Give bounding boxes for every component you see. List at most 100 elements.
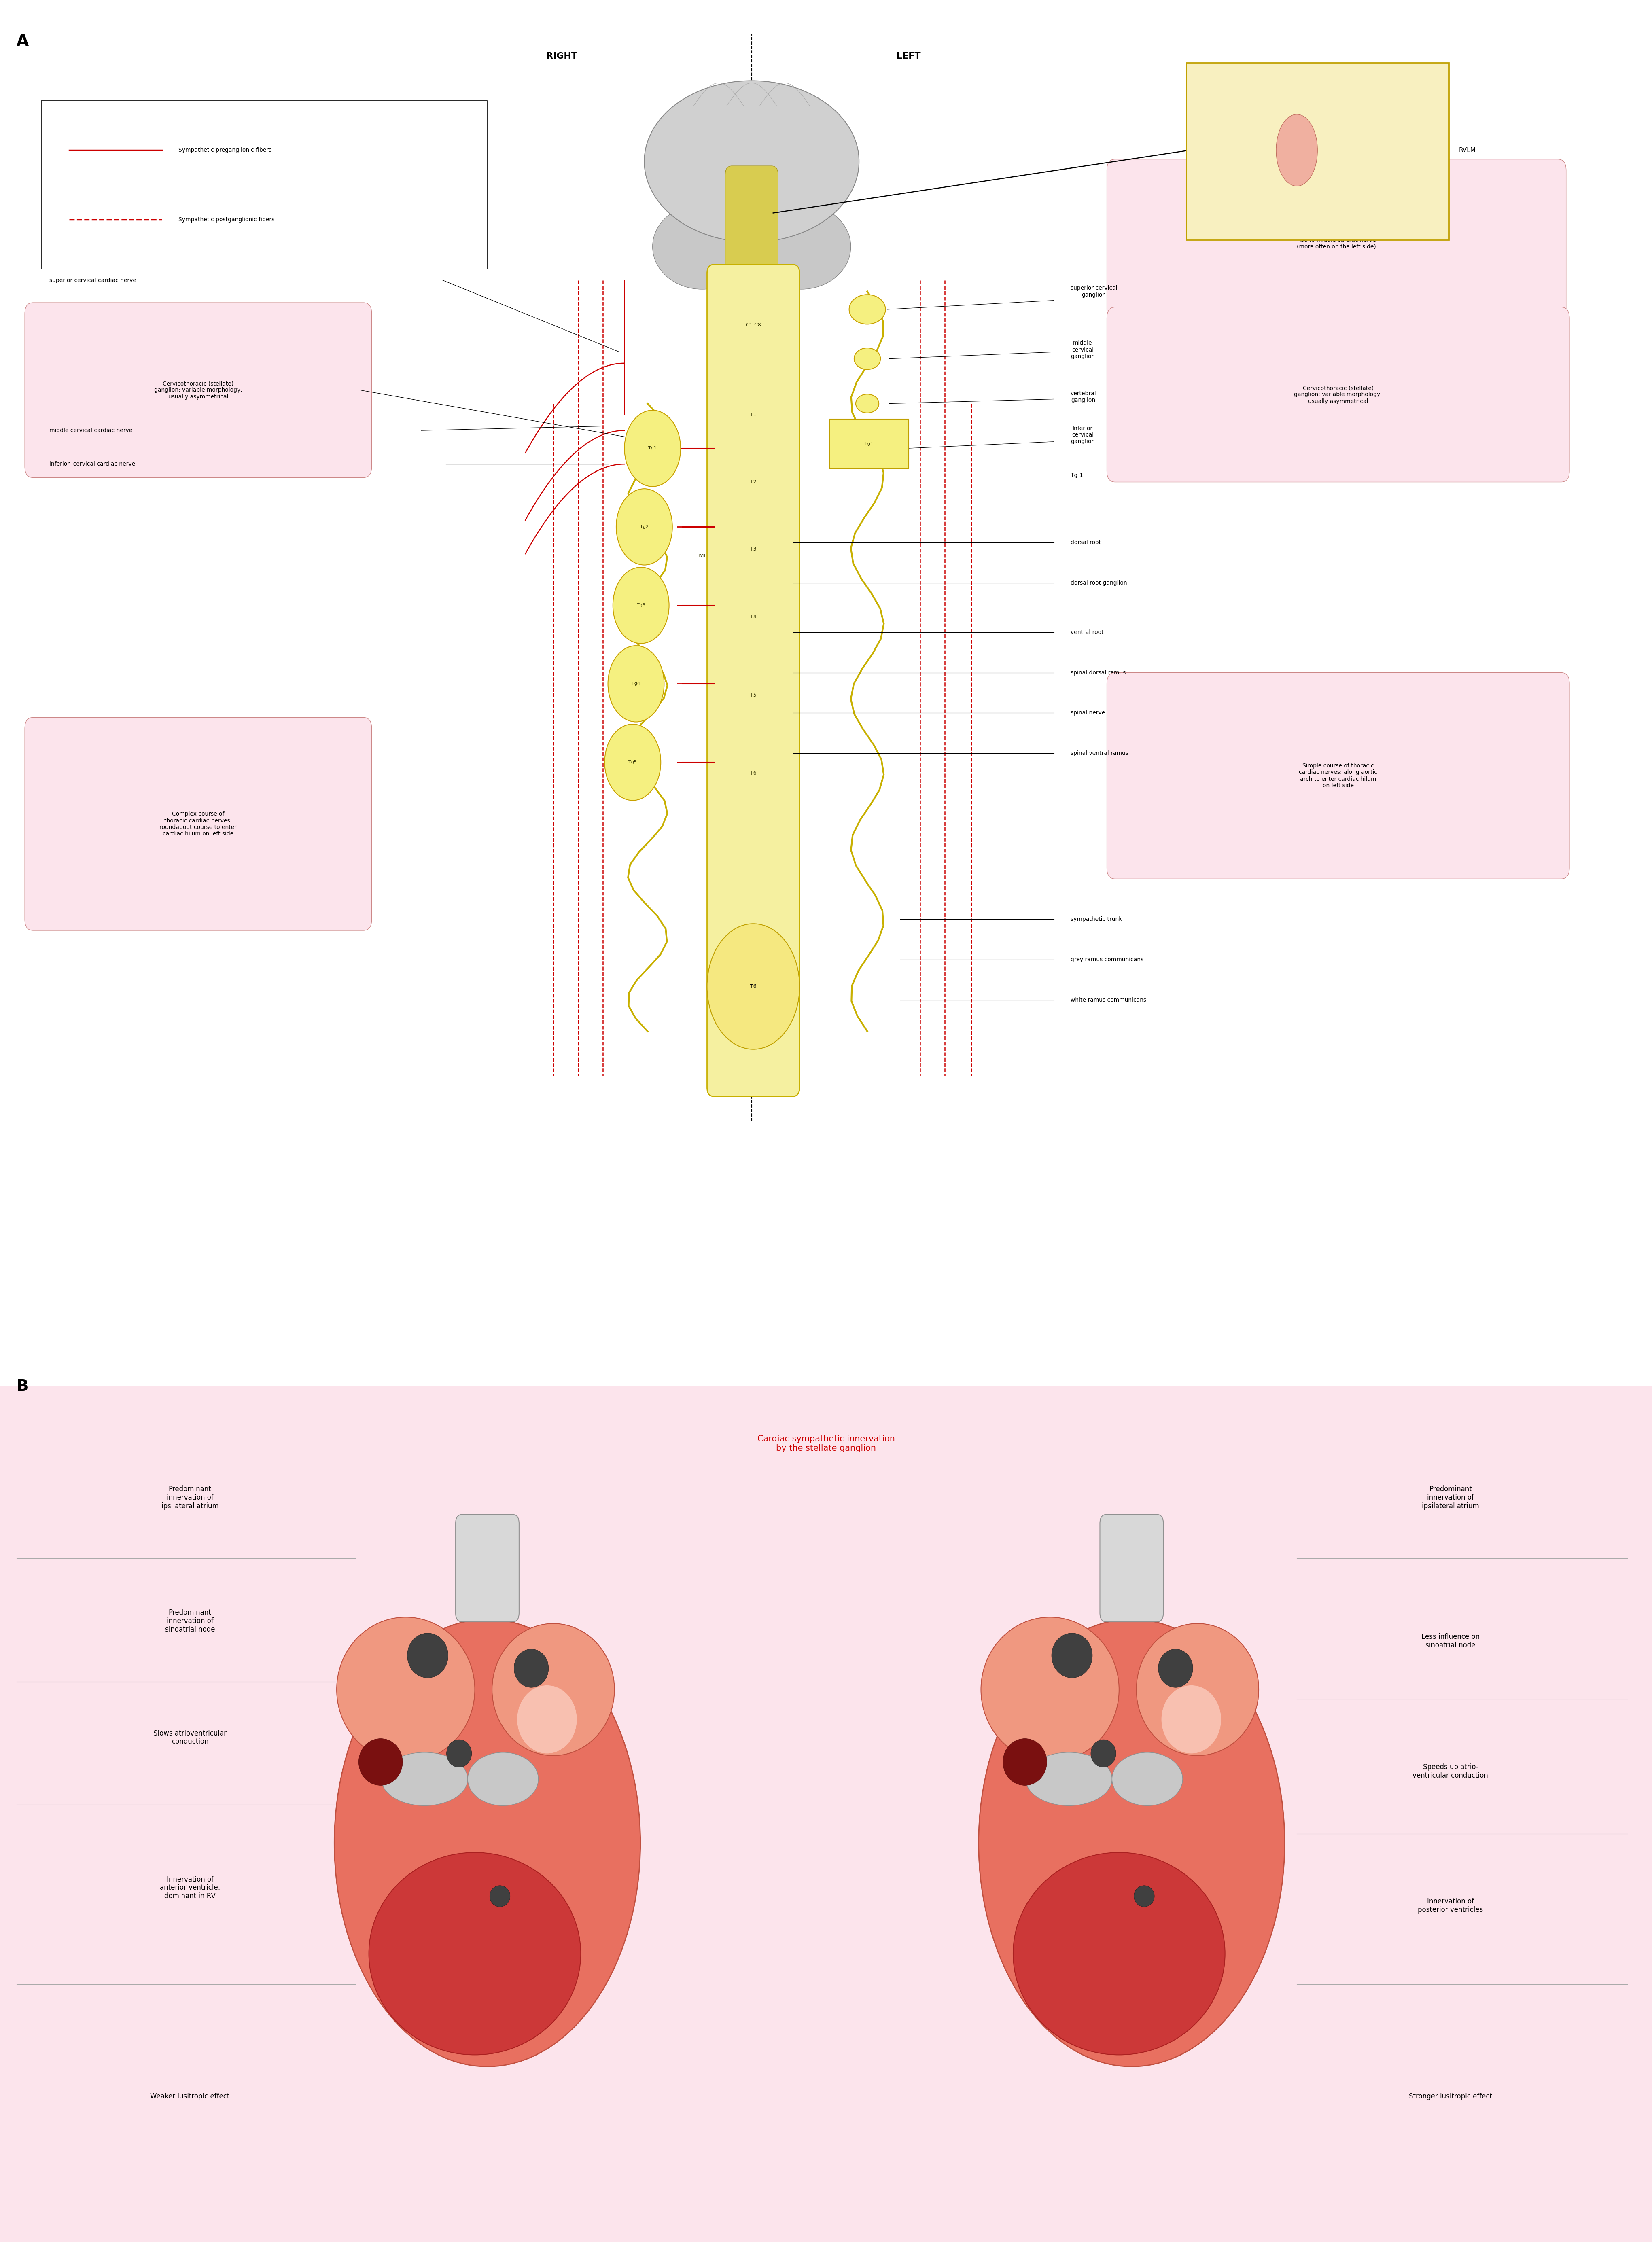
Ellipse shape bbox=[334, 1619, 641, 2067]
FancyBboxPatch shape bbox=[25, 717, 372, 930]
Ellipse shape bbox=[1161, 1686, 1221, 1753]
Ellipse shape bbox=[644, 81, 859, 242]
Text: T1: T1 bbox=[750, 413, 757, 417]
Text: T6: T6 bbox=[750, 984, 757, 989]
Circle shape bbox=[707, 924, 800, 1049]
Text: Tg5: Tg5 bbox=[628, 760, 638, 765]
Text: B: B bbox=[17, 1379, 28, 1395]
Ellipse shape bbox=[1052, 1632, 1092, 1677]
Ellipse shape bbox=[468, 1753, 539, 1805]
Ellipse shape bbox=[382, 1753, 468, 1805]
Text: Predominant
innervation of
ipsilateral atrium: Predominant innervation of ipsilateral a… bbox=[162, 1486, 218, 1509]
Text: Tg3: Tg3 bbox=[636, 603, 646, 608]
Text: middle cervical cardiac nerve: middle cervical cardiac nerve bbox=[50, 428, 132, 433]
Text: Sympathetic preganglionic fibers: Sympathetic preganglionic fibers bbox=[178, 148, 271, 152]
Ellipse shape bbox=[1090, 1740, 1117, 1767]
Text: RVLM: RVLM bbox=[1459, 148, 1475, 152]
Text: IML: IML bbox=[699, 554, 707, 558]
Ellipse shape bbox=[978, 1619, 1285, 2067]
FancyBboxPatch shape bbox=[456, 1516, 519, 1621]
Text: Cervicothoracic (stellate)
ganglion: variable morphology,
usually asymmetrical: Cervicothoracic (stellate) ganglion: var… bbox=[1294, 386, 1383, 404]
Text: vertebral
ganglion: vertebral ganglion bbox=[1070, 390, 1097, 404]
Text: T3: T3 bbox=[750, 547, 757, 552]
Text: inferior  cervical cardiac nerve: inferior cervical cardiac nerve bbox=[50, 462, 135, 466]
Ellipse shape bbox=[368, 1852, 582, 2056]
Text: C1-C8: C1-C8 bbox=[745, 323, 762, 327]
Text: superior cervical cardiac nerve: superior cervical cardiac nerve bbox=[50, 278, 137, 282]
Ellipse shape bbox=[981, 1616, 1118, 1762]
Text: LEFT: LEFT bbox=[897, 52, 920, 61]
FancyBboxPatch shape bbox=[41, 101, 487, 269]
FancyBboxPatch shape bbox=[707, 265, 800, 1096]
Text: Weaker lusitropic effect: Weaker lusitropic effect bbox=[150, 2092, 230, 2101]
Text: spinal nerve: spinal nerve bbox=[1070, 711, 1105, 715]
Ellipse shape bbox=[514, 1650, 548, 1688]
Text: Simple course of thoracic
cardiac nerves: along aortic
arch to enter cardiac hil: Simple course of thoracic cardiac nerves… bbox=[1298, 762, 1378, 789]
FancyBboxPatch shape bbox=[1107, 159, 1566, 321]
FancyBboxPatch shape bbox=[1100, 1516, 1163, 1621]
Ellipse shape bbox=[1112, 1753, 1183, 1805]
Ellipse shape bbox=[517, 1686, 577, 1753]
Ellipse shape bbox=[1026, 1753, 1112, 1805]
Text: dorsal root ganglion: dorsal root ganglion bbox=[1070, 581, 1127, 585]
Ellipse shape bbox=[1003, 1738, 1047, 1785]
Text: Less influence on
sinoatrial node: Less influence on sinoatrial node bbox=[1421, 1632, 1480, 1650]
Text: Sympathetic postganglionic fibers: Sympathetic postganglionic fibers bbox=[178, 217, 274, 222]
FancyBboxPatch shape bbox=[1186, 63, 1449, 240]
Text: spinal dorsal ramus: spinal dorsal ramus bbox=[1070, 670, 1125, 675]
Text: Cervicothoracic (stellate)
ganglion: variable morphology,
usually asymmetrical: Cervicothoracic (stellate) ganglion: var… bbox=[154, 381, 243, 399]
Ellipse shape bbox=[489, 1886, 510, 1906]
Ellipse shape bbox=[337, 1616, 474, 1762]
Text: Predominant
innervation of
sinoatrial node: Predominant innervation of sinoatrial no… bbox=[165, 1610, 215, 1632]
Text: Ansa sublavia: may give
rise to middle cardiac nerve
(more often on the left sid: Ansa sublavia: may give rise to middle c… bbox=[1297, 231, 1376, 249]
Text: dorsal root: dorsal root bbox=[1070, 540, 1100, 545]
Text: Speeds up atrio-
ventricular conduction: Speeds up atrio- ventricular conduction bbox=[1412, 1762, 1488, 1780]
Text: Inferior
cervical
ganglion: Inferior cervical ganglion bbox=[1070, 426, 1095, 444]
Text: T4: T4 bbox=[750, 614, 757, 619]
Text: Cardiac sympathetic innervation
by the stellate ganglion: Cardiac sympathetic innervation by the s… bbox=[757, 1435, 895, 1453]
Bar bbox=[0, 1386, 1652, 2242]
Ellipse shape bbox=[854, 348, 881, 370]
Text: T6: T6 bbox=[750, 771, 757, 776]
Text: ventral root: ventral root bbox=[1070, 630, 1104, 634]
Ellipse shape bbox=[1158, 1650, 1193, 1688]
Text: Tg1: Tg1 bbox=[864, 442, 874, 446]
Text: grey ramus communicans: grey ramus communicans bbox=[1070, 957, 1143, 962]
Ellipse shape bbox=[843, 428, 892, 469]
Ellipse shape bbox=[1013, 1852, 1226, 2056]
FancyBboxPatch shape bbox=[725, 166, 778, 282]
Circle shape bbox=[605, 724, 661, 800]
FancyBboxPatch shape bbox=[1107, 673, 1569, 879]
Ellipse shape bbox=[446, 1740, 472, 1767]
Circle shape bbox=[613, 567, 669, 643]
Ellipse shape bbox=[856, 395, 879, 413]
Text: T5: T5 bbox=[750, 693, 757, 697]
Text: Innervation of
posterior ventricles: Innervation of posterior ventricles bbox=[1417, 1897, 1483, 1915]
Circle shape bbox=[624, 410, 681, 487]
Text: Tg1: Tg1 bbox=[648, 446, 657, 451]
Text: Slows atrioventricular
conduction: Slows atrioventricular conduction bbox=[154, 1729, 226, 1747]
Text: Tg 1: Tg 1 bbox=[1070, 473, 1084, 478]
Ellipse shape bbox=[752, 204, 851, 289]
Text: white ramus communicans: white ramus communicans bbox=[1070, 998, 1146, 1002]
Text: sympathetic trunk: sympathetic trunk bbox=[1070, 917, 1122, 921]
Text: Tg2: Tg2 bbox=[639, 525, 649, 529]
Text: middle
cervical
ganglion: middle cervical ganglion bbox=[1070, 341, 1095, 359]
Text: RIGHT: RIGHT bbox=[547, 52, 577, 61]
Ellipse shape bbox=[849, 294, 885, 325]
Ellipse shape bbox=[358, 1738, 403, 1785]
Ellipse shape bbox=[1137, 1623, 1259, 1755]
Text: Complex course of
thoracic cardiac nerves:
roundabout course to enter
cardiac hi: Complex course of thoracic cardiac nerve… bbox=[160, 812, 236, 836]
FancyBboxPatch shape bbox=[1107, 307, 1569, 482]
FancyBboxPatch shape bbox=[829, 419, 909, 469]
Text: Innervation of
anterior ventricle,
dominant in RV: Innervation of anterior ventricle, domin… bbox=[160, 1877, 220, 1899]
Circle shape bbox=[616, 489, 672, 565]
Text: Stronger lusitropic effect: Stronger lusitropic effect bbox=[1409, 2092, 1492, 2101]
Ellipse shape bbox=[492, 1623, 615, 1755]
Ellipse shape bbox=[1275, 114, 1317, 186]
Text: superior cervical
ganglion: superior cervical ganglion bbox=[1070, 285, 1117, 298]
Text: A: A bbox=[17, 34, 28, 49]
Text: Predominant
innervation of
ipsilateral atrium: Predominant innervation of ipsilateral a… bbox=[1422, 1486, 1479, 1509]
Ellipse shape bbox=[653, 204, 752, 289]
Text: spinal ventral ramus: spinal ventral ramus bbox=[1070, 751, 1128, 756]
